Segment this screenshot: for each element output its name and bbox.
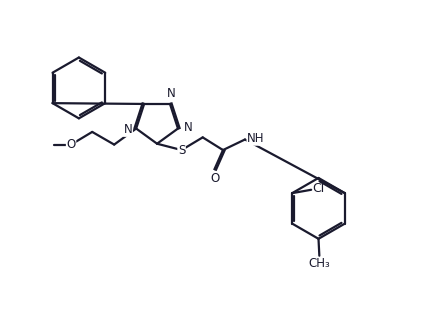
Text: Cl: Cl [312,182,325,195]
Text: O: O [210,172,219,185]
Text: S: S [178,144,185,156]
Text: O: O [67,138,76,151]
Text: N: N [124,123,132,136]
Text: NH: NH [247,132,265,145]
Text: N: N [167,87,175,100]
Text: CH₃: CH₃ [309,257,330,270]
Text: N: N [184,121,192,134]
